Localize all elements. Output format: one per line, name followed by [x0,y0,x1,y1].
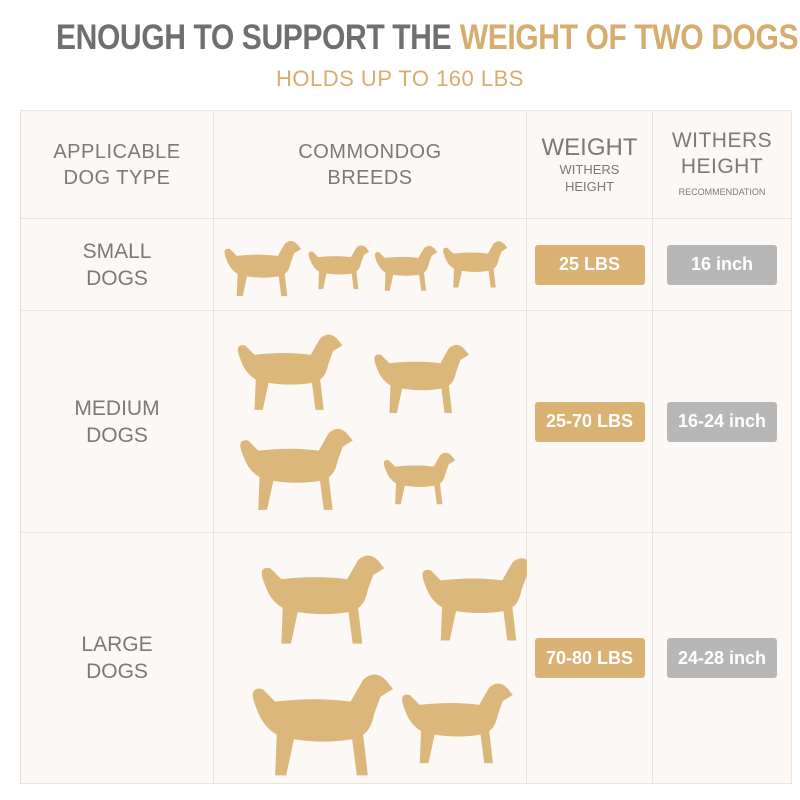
header-cell: WEIGHT WITHERS HEIGHT [527,111,653,219]
header-cell: WITHERS HEIGHT RECOMMENDATION [653,111,791,219]
weight-badge: 25-70 LBS [534,401,645,442]
column-label: WEIGHT [541,133,638,161]
header-cell: COMMONDOG BREEDS [214,111,527,219]
dog-silhouette [240,428,353,510]
subtitle: HOLDS UP TO 160 LBS [276,66,524,91]
type-cell: LARGE DOGS [21,533,214,783]
type-cell: SMALL DOGS [21,219,214,311]
dog-type: LARGE DOGS [81,633,153,683]
column-label: WITHERS HEIGHT [671,129,773,178]
height-badge: 16-24 inch [667,401,777,442]
dog-illustrations [224,241,527,776]
dog-silhouette [443,241,508,288]
dog-silhouette [261,555,385,644]
dog-silhouette [374,344,469,414]
column-sublabel: RECOMMENDATION [678,187,766,197]
dog-silhouette [422,558,527,641]
comparison-table: APPLICABLE DOG TYPE COMMONDOG BREEDS WEI… [20,110,792,784]
weight-cell: 70-80 LBS [527,533,653,783]
dog-silhouette [252,674,393,776]
height-badge: 16 inch [667,244,777,285]
column-label: APPLICABLE DOG TYPE [53,140,181,189]
dog-silhouette [237,334,343,410]
breeds-cell [214,219,527,311]
breeds-cell [214,311,527,533]
title-part: ENOUGH TO SUPPORT THE [56,18,452,57]
dog-silhouette [402,683,513,764]
dog-silhouette [308,245,370,290]
height-badge: 24-28 inch [667,638,777,678]
height-cell: 24-28 inch [653,533,791,783]
header-cell: APPLICABLE DOG TYPE [21,111,214,219]
dog-silhouette [374,245,438,291]
weight-cell: 25-70 LBS [527,311,653,533]
title-highlight: WEIGHT OF TWO DOGS [459,18,799,57]
height-cell: 16 inch [653,219,791,311]
column-sublabel: WITHERS HEIGHT [559,161,620,194]
dog-silhouette [383,452,456,505]
column-label: COMMONDOG BREEDS [298,140,442,189]
weight-cell: 25 LBS [527,219,653,311]
dog-silhouette [224,241,301,297]
weight-badge: 70-80 LBS [534,638,645,678]
title: ENOUGH TO SUPPORT THE WEIGHT OF TWO DOGS [56,18,799,58]
weight-badge: 25 LBS [534,244,645,285]
dog-type: MEDIUM DOGS [74,396,160,447]
type-cell: MEDIUM DOGS [21,311,214,533]
dog-type: SMALL DOGS [82,239,152,290]
height-cell: 16-24 inch [653,311,791,533]
breeds-cell [214,533,527,783]
